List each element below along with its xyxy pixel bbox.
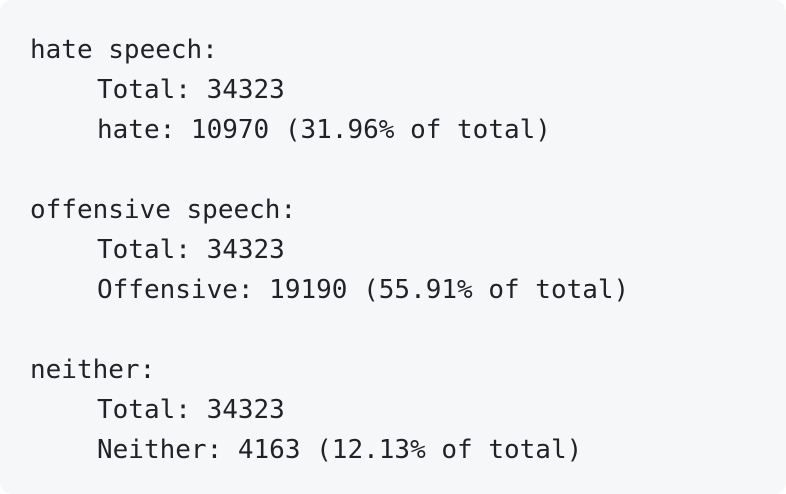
total-line: Total: 34323 [97,75,285,105]
section-neither: neither: Total: 34323 Neither: 4163 (12.… [30,350,756,470]
detail-line: Neither: 4163 (12.13% of total) [97,435,583,465]
total-line: Total: 34323 [97,395,285,425]
section-offensive-speech: offensive speech: Total: 34323 Offensive… [30,190,756,310]
section-header: offensive speech: [30,195,297,225]
detail-line: hate: 10970 (31.96% of total) [97,115,551,145]
section-hate-speech: hate speech: Total: 34323 hate: 10970 (3… [30,30,756,150]
section-header: neither: [30,355,156,385]
detail-line: Offensive: 19190 (55.91% of total) [97,275,630,305]
total-line: Total: 34323 [97,235,285,265]
section-header: hate speech: [30,35,218,65]
